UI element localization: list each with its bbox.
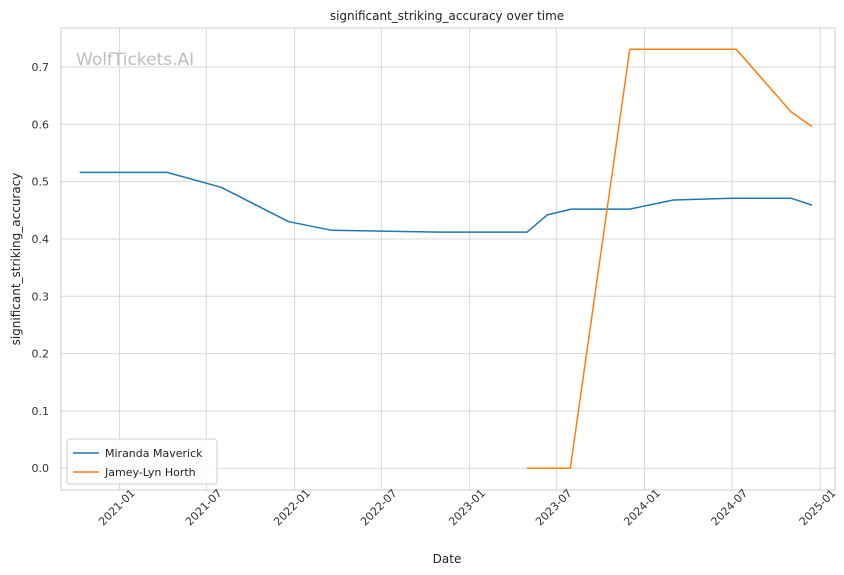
- y-tick-label: 0.3: [32, 290, 50, 303]
- chart-title: significant_striking_accuracy over time: [330, 9, 564, 23]
- series-lines: [79, 48, 813, 469]
- series-line-miranda-maverick: [79, 171, 813, 233]
- watermark: WolfTickets.AI: [76, 50, 194, 70]
- x-axis-title: Date: [433, 552, 462, 566]
- y-tick-label: 0.1: [32, 405, 50, 418]
- plot-area-frame: [60, 27, 836, 491]
- grid-lines: [61, 28, 835, 490]
- y-tick-label: 0.4: [32, 233, 50, 246]
- y-axis-title: significant_striking_accuracy: [9, 173, 23, 346]
- series-line-jamey-lyn-horth: [527, 48, 813, 469]
- y-tick-label: 0.7: [32, 61, 50, 74]
- y-tick-label: 0.6: [32, 118, 50, 131]
- legend-label: Miranda Maverick: [105, 447, 203, 460]
- legend-box: [66, 438, 218, 485]
- legend-label: Jamey-Lyn Horth: [104, 466, 196, 479]
- y-tick-label: 0.0: [32, 462, 50, 475]
- legend: Miranda Maverick Jamey-Lyn Horth: [66, 438, 218, 485]
- y-tick-label: 0.2: [32, 348, 50, 361]
- y-axis-ticks: 0.0 0.1 0.2 0.3 0.4 0.5 0.6 0.7: [32, 61, 50, 475]
- y-tick-label: 0.5: [32, 176, 50, 189]
